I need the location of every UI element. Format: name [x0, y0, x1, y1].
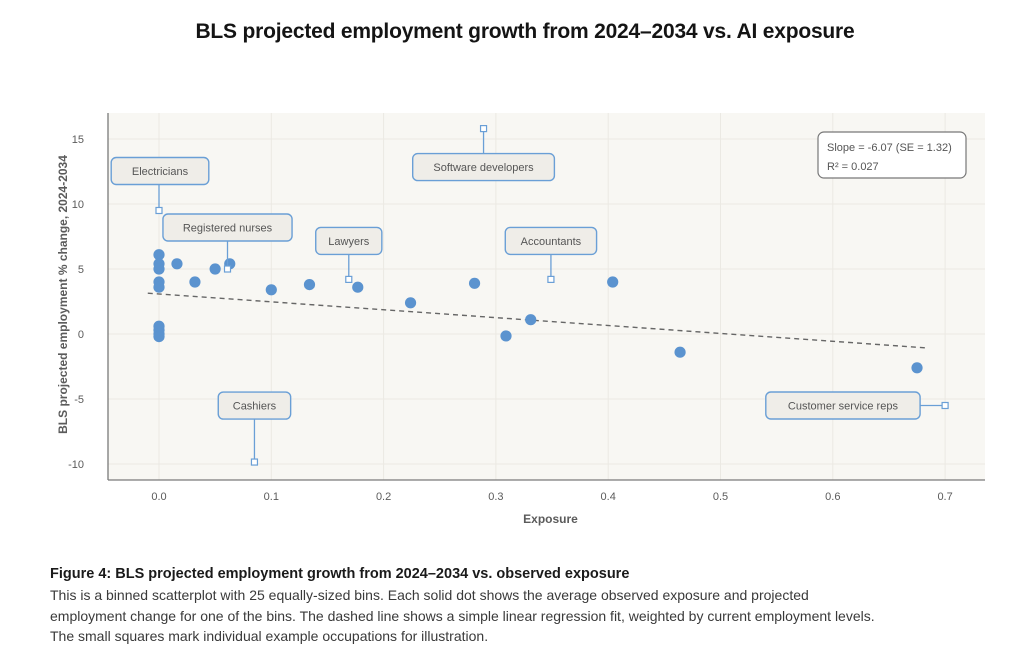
y-tick-label: 10	[72, 199, 84, 211]
regression-line	[147, 292, 929, 349]
chart-title: BLS projected employment growth from 202…	[195, 20, 855, 43]
x-tick-label: 0.2	[376, 491, 391, 503]
binned-point	[911, 362, 923, 374]
y-axis-label: BLS projected employment % change, 2024-…	[56, 155, 70, 434]
binned-point	[153, 331, 165, 343]
example-occupation-square	[223, 265, 232, 273]
binned-point	[607, 276, 619, 288]
label-box	[504, 226, 598, 256]
x-tick-label: 0.1	[264, 491, 279, 503]
x-tick-label: 0.3	[488, 491, 503, 503]
label-box	[217, 391, 292, 420]
example-occupation-square	[547, 275, 555, 283]
binned-point	[265, 284, 277, 296]
x-tick-label: 0.4	[601, 491, 616, 503]
y-tick-label: 15	[72, 134, 84, 146]
x-tick-label: 0.7	[937, 491, 952, 503]
x-axis-label: Exposure	[523, 512, 578, 526]
binned-point	[500, 330, 512, 342]
x-tick-label: 0.6	[825, 491, 840, 503]
x-tick-label: 0.0	[151, 491, 166, 503]
r-squared-text: R² = 0.027	[827, 161, 879, 173]
label-text: Customer service reps	[788, 401, 899, 413]
occupation-label-customer-service-reps: Customer service reps	[765, 391, 949, 420]
caption-body: This is a binned scatterplot with 25 equ…	[50, 587, 875, 644]
y-tick-label: -10	[68, 459, 84, 471]
binned-point	[468, 277, 481, 289]
label-text: Registered nurses	[183, 223, 273, 235]
example-occupation-square	[155, 206, 163, 215]
x-tick-label: 0.5	[713, 491, 728, 503]
binned-point	[352, 281, 364, 293]
label-text: Accountants	[521, 236, 582, 248]
label-box	[162, 213, 293, 242]
example-occupation-square	[250, 458, 259, 466]
label-text: Lawyers	[328, 236, 369, 248]
y-tick-label: 0	[78, 329, 84, 341]
occupation-label-registered-nurses: Registered nurses	[162, 213, 293, 273]
binned-point	[153, 281, 165, 293]
label-box	[315, 226, 383, 256]
binned-point	[404, 297, 417, 309]
occupation-label-cashiers: Cashiers	[217, 391, 292, 466]
label-box	[110, 156, 210, 186]
stats-box	[817, 131, 967, 179]
binned-point	[303, 279, 316, 291]
label-box	[411, 152, 556, 182]
label-box	[765, 391, 921, 420]
binned-point	[525, 314, 537, 326]
occupation-label-software-developers: Software developers	[411, 124, 556, 182]
figure-caption: Figure 4: BLS projected employment growt…	[50, 566, 880, 647]
label-text: Software developers	[433, 162, 534, 174]
binned-point	[171, 258, 183, 270]
binned-point	[153, 249, 165, 261]
binned-point	[189, 276, 201, 288]
binned-point	[209, 263, 221, 275]
binned-point	[153, 263, 165, 275]
example-occupation-square	[941, 401, 949, 410]
y-tick-label: 5	[78, 264, 84, 276]
occupation-label-electricians: Electricians	[110, 156, 210, 215]
occupation-label-lawyers: Lawyers	[315, 226, 383, 283]
caption-title: Figure 4: BLS projected employment growt…	[50, 566, 630, 582]
binned-point	[674, 346, 686, 358]
example-occupation-square	[345, 275, 353, 283]
y-tick-label: -5	[74, 394, 84, 406]
example-occupation-square	[479, 124, 488, 133]
label-text: Cashiers	[233, 401, 277, 413]
label-text: Electricians	[132, 166, 189, 178]
slope-text: Slope = -6.07 (SE = 1.32)	[827, 142, 952, 154]
occupation-label-accountants: Accountants	[504, 226, 598, 283]
